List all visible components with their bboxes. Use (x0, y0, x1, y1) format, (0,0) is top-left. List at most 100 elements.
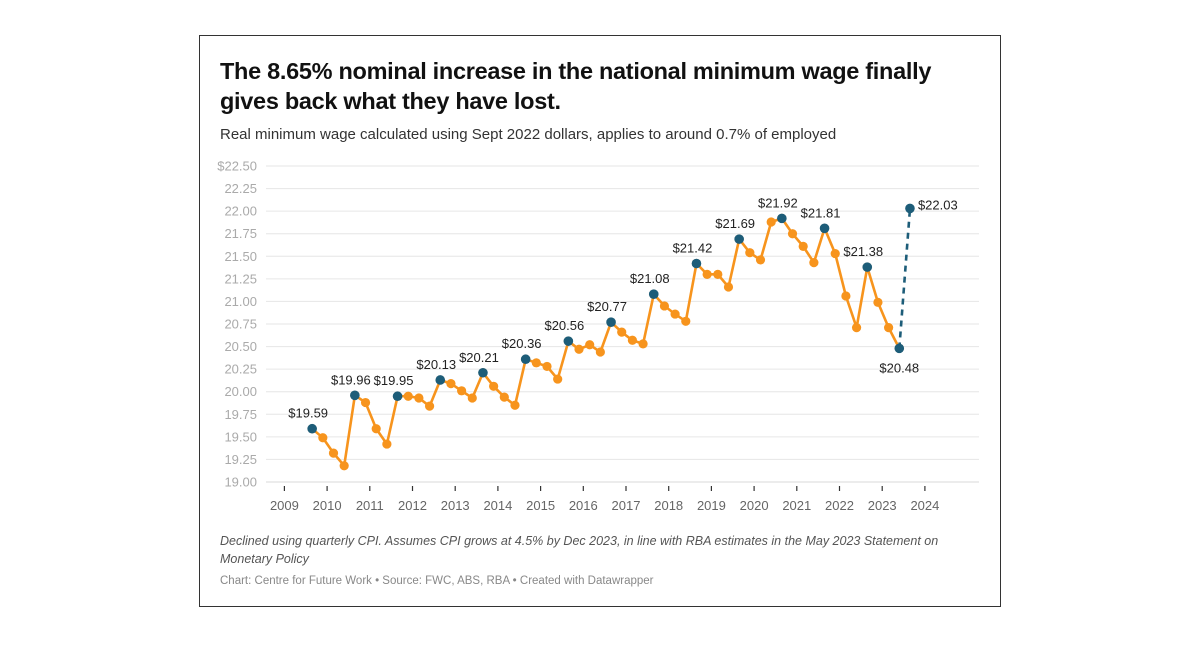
data-label: $20.21 (459, 350, 499, 365)
data-label: $20.36 (502, 336, 542, 351)
data-label: $21.92 (758, 195, 798, 210)
data-label: $19.59 (288, 406, 328, 421)
data-point (830, 248, 840, 259)
data-points (307, 203, 915, 471)
data-label: $20.48 (879, 360, 919, 375)
data-point (723, 282, 734, 292)
data-point (745, 248, 755, 258)
wage-series-line (311, 217, 901, 468)
y-tick-label: 21.25 (224, 271, 257, 286)
data-point (595, 347, 605, 357)
data-point (713, 269, 723, 279)
data-point (553, 374, 563, 384)
data-point (766, 217, 776, 227)
x-tick-label: 2012 (398, 498, 427, 513)
y-tick-label: 19.25 (224, 452, 257, 467)
highlight-point (777, 213, 787, 224)
highlight-point (734, 234, 744, 244)
data-point (371, 424, 381, 434)
data-label: $21.81 (801, 205, 841, 220)
x-tick-label: 2017 (612, 498, 641, 513)
data-point (798, 241, 808, 251)
y-tick-label: 20.25 (224, 362, 257, 377)
data-point (659, 301, 670, 311)
x-tick-label: 2013 (441, 498, 470, 513)
y-tick-label: 20.00 (224, 384, 257, 399)
gridlines (266, 165, 979, 483)
series-lines (311, 208, 912, 468)
data-point (574, 344, 584, 354)
x-tick-label: 2021 (782, 498, 811, 513)
data-label: $21.42 (673, 241, 713, 256)
highlight-point (894, 343, 905, 354)
data-point (531, 358, 541, 368)
data-point (809, 258, 819, 268)
x-tick-label: 2023 (868, 498, 897, 513)
chart-frame: The 8.65% nominal increase in the nation… (199, 35, 1001, 607)
data-point (510, 400, 520, 410)
highlight-point (435, 375, 446, 385)
y-tick-label: 19.50 (224, 429, 257, 444)
x-tick-label: 2009 (270, 498, 299, 513)
data-point (787, 229, 798, 239)
data-point (403, 391, 413, 401)
highlight-point (563, 336, 574, 346)
y-tick-label: 21.00 (224, 294, 257, 309)
x-tick-label: 2019 (697, 498, 726, 513)
y-tick-label: 19.00 (224, 475, 257, 490)
data-point (489, 381, 499, 391)
projection-dashed-line (898, 208, 912, 349)
data-point (873, 297, 883, 307)
x-tick-label: 2016 (569, 498, 598, 513)
highlight-point (520, 354, 531, 365)
y-tick-label: 22.25 (224, 181, 257, 196)
data-point (851, 323, 862, 333)
data-point (638, 339, 648, 349)
data-point (446, 378, 456, 389)
x-tick-label: 2022 (825, 498, 854, 513)
y-axis: $22.50 22.25 22.00 21.75 21.50 21.25 21.00 20.7… (217, 159, 257, 490)
data-label: $20.77 (587, 299, 627, 314)
data-point (755, 255, 766, 265)
data-point (627, 335, 638, 345)
data-point (884, 323, 894, 333)
x-axis: 2009 2010 2011 2012 2013 2014 2015 2016 2017 2018… (270, 486, 939, 513)
x-tick-label: 2011 (356, 498, 384, 513)
highlight-point (691, 258, 702, 269)
data-point (360, 397, 371, 408)
highlight-point (819, 223, 830, 234)
y-tick-label: 19.75 (224, 407, 257, 422)
data-point (542, 361, 552, 372)
data-point (339, 461, 349, 471)
chart-title: The 8.65% nominal increase in the nation… (220, 58, 932, 114)
data-point (424, 401, 435, 411)
x-tick-label: 2020 (740, 498, 769, 513)
y-tick-label: 22.00 (224, 204, 257, 219)
data-point (318, 433, 328, 443)
highlight-point (307, 423, 317, 434)
y-tick-label: $22.50 (217, 159, 257, 174)
data-point (681, 316, 691, 326)
data-point (617, 327, 627, 337)
data-point (414, 393, 424, 403)
x-tick-label: 2024 (910, 498, 939, 513)
highlight-point (862, 262, 873, 272)
data-label: $19.95 (374, 373, 414, 388)
x-tick-label: 2015 (526, 498, 555, 513)
data-label: $20.13 (416, 357, 456, 372)
highlight-point (350, 390, 360, 401)
data-point (382, 439, 392, 449)
data-point (499, 392, 509, 402)
highlight-point (905, 203, 915, 214)
data-point (670, 309, 680, 319)
data-point (702, 269, 712, 279)
highlight-point (606, 317, 616, 327)
data-label: $20.56 (544, 318, 584, 333)
x-tick-label: 2014 (483, 498, 512, 513)
highlight-point (478, 367, 488, 378)
data-point (328, 448, 339, 458)
chart-subtitle: Real minimum wage calculated using Sept … (220, 126, 837, 143)
y-tick-label: 21.75 (224, 226, 257, 241)
y-tick-label: 20.50 (224, 339, 257, 354)
data-label: $21.08 (630, 271, 670, 286)
